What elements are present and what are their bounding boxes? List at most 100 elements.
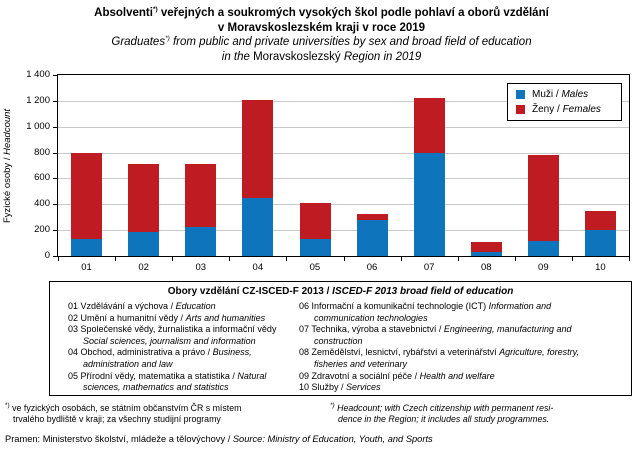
legend-item-females: Ženy / Females [516, 104, 613, 115]
field-03: 03 Společenské vědy, žurnalistika a info… [68, 324, 290, 347]
title-cz-rest: veřejných a soukromých vysokých škol pod… [157, 7, 549, 19]
y-tick-mark-1000 [53, 126, 57, 128]
title-en-line2-post: Region in 2019 [340, 50, 422, 63]
y-tick-label-400: 400 [34, 198, 50, 210]
fields-box-header: Obory vzdělání CZ-ISCED-F 2013 / ISCED-F… [50, 286, 631, 298]
bar-01-females [71, 153, 103, 239]
field-08: 08 Zemědělství, lesnictví, rybářství a v… [299, 347, 599, 370]
y-tick-mark-400 [53, 204, 57, 206]
field-cz: 05 Přírodní vědy, matematika a statistik… [68, 370, 238, 381]
field-cz: 01 Vzdělávání a výchova / [68, 301, 176, 311]
footnote-cz-line1: *) ve fyzických osobách, se státním obča… [5, 402, 310, 414]
title-en-rest: from public and private universities by … [169, 36, 532, 48]
bar-06-males [356, 219, 388, 256]
field-en: Engineering, manufacturing and construct… [314, 324, 572, 346]
field-10: 10 Služby / Services [299, 382, 599, 394]
x-label-01: 01 [81, 262, 92, 273]
x-label-07: 07 [423, 262, 435, 273]
title-en-line2-pre: in the [221, 50, 254, 63]
field-01: 01 Vzdělávání a výchova / Education [68, 301, 290, 313]
field-en: Social sciences, journalism and informat… [83, 335, 256, 346]
field-cz: 02 Umění a humanitní vědy / [68, 312, 186, 323]
source-line: Pramen: Ministerstvo školství, mládeže a… [5, 433, 433, 445]
y-tick-mark-200 [53, 230, 57, 232]
x-tick-mark [286, 257, 288, 261]
field-en: Natural sciences, mathematics and statis… [83, 370, 267, 393]
gridline-1000 [58, 126, 629, 128]
x-tick-mark [343, 257, 345, 261]
y-tick-label-600: 600 [34, 172, 50, 184]
gridline-400 [58, 204, 629, 206]
field-07: 07 Technika, výroba a stavebnictví / Eng… [299, 324, 599, 347]
field-05: 05 Přírodní vědy, matematika a statistik… [68, 371, 290, 394]
legend-label-en: Males [561, 89, 589, 100]
fields-columns: 01 Vzdělávání a výchova / Education 02 Um… [50, 301, 631, 394]
field-cz: 10 Služby / [299, 382, 347, 393]
stacked-bar-chart: Fyzické osoby / Headcount Muži / Males Že… [0, 69, 643, 277]
title-cz-line1: Absolventi*) veřejných a soukromých vyso… [0, 6, 643, 21]
title-en-line2-region-name: Moravskoslezský [253, 50, 341, 63]
footnote-marker: *) [5, 402, 10, 410]
x-label-02: 02 [138, 262, 149, 273]
field-en: Business, administration and law [83, 347, 252, 369]
field-cz: 07 Technika, výroba a stavebnictví / [299, 324, 444, 335]
y-tick-label-1000: 1 000 [26, 120, 50, 132]
field-09: 09 Zdravotní a sociální péče / Health an… [299, 371, 599, 383]
x-tick-mark [514, 257, 516, 261]
field-en: Education [175, 301, 216, 311]
bar-02-males [128, 232, 160, 256]
y-tick-mark-600 [53, 178, 57, 180]
x-label-09: 09 [538, 262, 549, 273]
bar-10-females [584, 211, 616, 231]
title-en-line1: Graduates*) from public and private univ… [0, 35, 643, 50]
legend-swatch-females [516, 105, 525, 114]
bar-07-males [413, 152, 445, 256]
y-tick-label-1400: 1 400 [26, 69, 50, 80]
field-cz: 08 Zemědělství, lesnictví, rybářství a v… [299, 347, 500, 358]
bar-04-females [242, 99, 274, 198]
fields-right-column: 06 Informační a komunikační technologie … [299, 301, 599, 394]
fields-left-column: 01 Vzdělávání a výchova / Education 02 Um… [68, 301, 290, 394]
y-tick-mark-800 [53, 152, 57, 154]
bar-03-females [185, 164, 217, 227]
fields-box-header-cz: Obory vzdělání CZ-ISCED-F 2013 / [167, 286, 333, 297]
x-tick-mark [629, 257, 630, 261]
footnote-en-text1: Headcount; with Czech citizenship with p… [337, 403, 554, 413]
footnote-marker: *) [152, 6, 158, 14]
field-06: 06 Informační a komunikační technologie … [299, 301, 599, 324]
bar-09-males [527, 241, 559, 256]
y-tick-mark-1400 [53, 75, 57, 76]
bar-06-females [356, 214, 388, 220]
gridline-200 [58, 230, 629, 232]
footnote-marker: *) [330, 402, 335, 410]
x-tick-mark [457, 257, 459, 261]
field-cz: 03 Společenské vědy, žurnalistika a info… [68, 324, 277, 335]
bar-08-males [470, 252, 502, 256]
title-cz-word: Absolventi [94, 7, 153, 19]
y-tick-mark-1200 [53, 100, 57, 102]
x-label-04: 04 [252, 262, 264, 273]
bar-08-females [470, 242, 502, 253]
bar-04-males [242, 197, 274, 256]
y-tick-mark-0 [53, 256, 57, 257]
y-tick-label-0: 0 [44, 250, 50, 261]
source-en: Source: Ministry of Education, Youth, an… [232, 434, 433, 444]
gridline-800 [58, 152, 629, 154]
y-tick-label-1200: 1 200 [26, 94, 50, 106]
bar-10-males [584, 230, 616, 256]
field-cz: 09 Zdravotní a sociální péče / [299, 370, 420, 381]
bar-05-males [299, 238, 331, 256]
legend-item-males: Muži / Males [516, 89, 613, 100]
x-tick-mark [400, 257, 402, 261]
x-tick-mark [172, 257, 174, 261]
field-04: 04 Obchod, administrativa a právo / Busi… [68, 347, 290, 370]
bar-03-males [185, 226, 217, 256]
x-tick-mark [229, 257, 231, 261]
field-en: Health and welfare [419, 370, 495, 381]
bar-09-females [527, 155, 559, 242]
x-tick-mark [115, 257, 117, 261]
bar-02-females [128, 164, 160, 233]
footnote-cz-line2: trvalého bydliště v kraji; za všechny st… [13, 414, 221, 424]
footnote-en-line2: dence in the Region; it includes all stu… [338, 414, 550, 424]
